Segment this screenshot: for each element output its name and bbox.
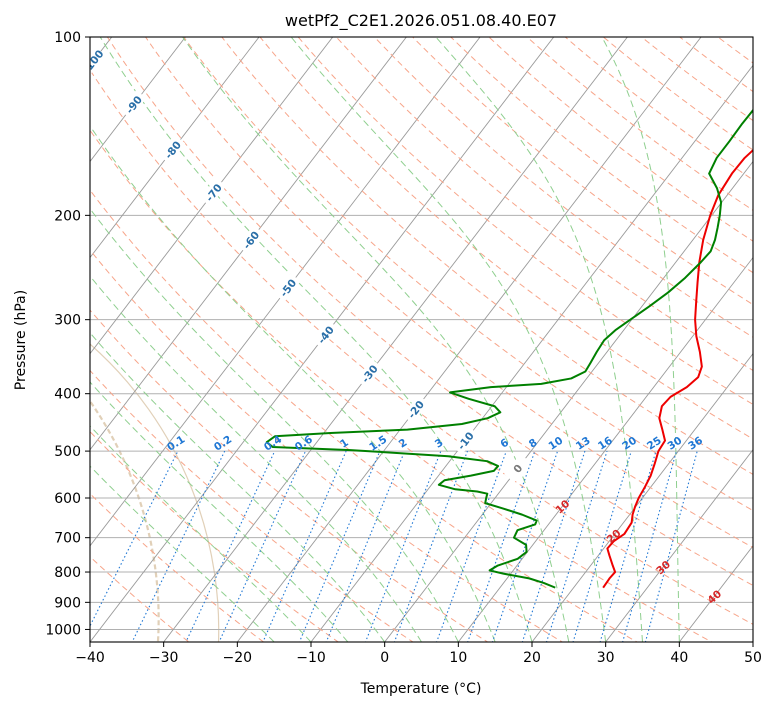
isotherm-label-bg <box>312 320 339 349</box>
isotherm-label-bg <box>355 359 383 388</box>
dry-adiabat-line <box>526 37 753 211</box>
y-tick-label: 700 <box>54 531 81 547</box>
isotherm-line <box>90 37 260 259</box>
moist-adiabat-line <box>90 275 422 642</box>
mixing-ratio-line <box>262 450 347 642</box>
isotherm-line <box>531 352 753 642</box>
moist-adiabat-line <box>182 37 570 642</box>
mixing-ratio-line <box>325 450 406 642</box>
isotherm-label-bg <box>159 135 186 164</box>
isotherm-line <box>236 37 702 642</box>
mixing-ratio-line <box>572 450 632 642</box>
dry-adiabat-line <box>602 37 753 151</box>
dry-adiabat-line <box>90 189 639 642</box>
moist-adiabat-line <box>90 465 275 642</box>
y-tick-label: 800 <box>54 565 81 581</box>
x-axis-label: Temperature (°C) <box>360 681 482 697</box>
y-tick-label: 300 <box>54 313 81 329</box>
isotherm-label-bg <box>402 394 429 424</box>
x-tick-label: −20 <box>223 650 253 666</box>
dry-adiabat-line <box>90 369 414 642</box>
dry-adiabat-line <box>564 37 753 181</box>
moist-adiabat-line <box>90 381 349 642</box>
moist-adiabat-line <box>601 37 680 642</box>
moist-adiabat-line <box>290 37 607 642</box>
dry-adiabat-line <box>183 37 753 512</box>
mixing-ratio-line <box>90 450 179 628</box>
isotherm-label-bg <box>274 273 301 302</box>
x-tick-label: 30 <box>597 650 615 666</box>
moist-adiabat-line <box>90 207 459 642</box>
x-tick-label: −40 <box>75 650 105 666</box>
y-tick-label: 900 <box>54 595 81 611</box>
mixing-ratio-line <box>545 450 608 642</box>
dry-adiabat-line <box>106 37 753 587</box>
y-tick-label: 100 <box>54 30 81 46</box>
dry-adiabat-line <box>90 129 713 642</box>
isotherm-label-bg <box>90 46 106 76</box>
x-tick-label: 40 <box>670 650 688 666</box>
mixing-ratio-line <box>622 450 677 642</box>
dewpoint-profile-line <box>265 108 753 589</box>
moist-adiabat-line <box>90 332 386 642</box>
isotherm-line <box>678 545 753 642</box>
dry-adiabat-line <box>221 37 753 475</box>
isotherm-line <box>90 37 407 451</box>
isotherm-label-bg <box>451 426 479 455</box>
x-tick-label: −10 <box>296 650 326 666</box>
isotherm-line <box>384 160 753 642</box>
dry-adiabat-line <box>90 249 564 642</box>
x-tick-label: 50 <box>744 650 762 666</box>
dry-adiabat-line <box>259 37 753 440</box>
y-tick-label: 400 <box>54 387 81 403</box>
isotherm-line <box>457 256 753 642</box>
y-tick-label: 1000 <box>45 622 81 638</box>
dry-adiabat-line <box>90 309 489 642</box>
mixing-ratio-line <box>393 450 468 642</box>
y-axis-label: Pressure (hPa) <box>13 290 29 390</box>
isotherm-label-bg <box>504 453 531 483</box>
dry-adiabat-line <box>90 430 340 642</box>
mixing-ratio-line <box>185 450 276 642</box>
x-tick-label: −30 <box>149 650 179 666</box>
dry-adiabat-line <box>373 37 753 338</box>
dry-adiabat-line <box>488 37 753 242</box>
y-tick-label: 200 <box>54 208 81 224</box>
mixing-ratio-line <box>644 450 698 642</box>
isotherm-label-bg <box>120 89 147 119</box>
mixing-ratio-line <box>364 450 442 642</box>
y-tick-label: 600 <box>54 491 81 507</box>
plot-frame <box>89 36 754 643</box>
mixing-ratio-line <box>298 450 381 642</box>
dry-adiabat-line <box>144 37 753 549</box>
y-tick-label: 500 <box>54 444 81 460</box>
x-tick-label: 10 <box>449 650 467 666</box>
isotherm-label-bg <box>200 177 227 207</box>
moist-adiabat-line <box>90 425 312 642</box>
moist-adiabat-line <box>435 37 643 642</box>
isotherm-line <box>90 37 481 547</box>
isotherm-line <box>605 449 753 642</box>
temperature-profile-line <box>602 148 753 589</box>
isotherm-line <box>163 37 628 642</box>
dry-adiabat-line <box>90 69 753 625</box>
x-tick-label: 0 <box>380 650 389 666</box>
x-tick-label: 20 <box>523 650 541 666</box>
chart-title: wetPf2_C2E1.2026.051.08.40.E07 <box>285 11 557 31</box>
isotherm-line <box>90 37 186 163</box>
isotherm-line <box>90 37 334 355</box>
dry-adiabat-line <box>450 37 753 274</box>
dry-adiabat-line <box>411 37 753 306</box>
isotherm-label-bg <box>237 225 264 254</box>
isotherm-line <box>310 64 753 642</box>
moist-adiabat-line <box>90 125 496 642</box>
mixing-ratio-line <box>131 450 226 642</box>
dry-adiabat-line <box>335 37 753 372</box>
mixing-ratio-line <box>218 450 307 642</box>
